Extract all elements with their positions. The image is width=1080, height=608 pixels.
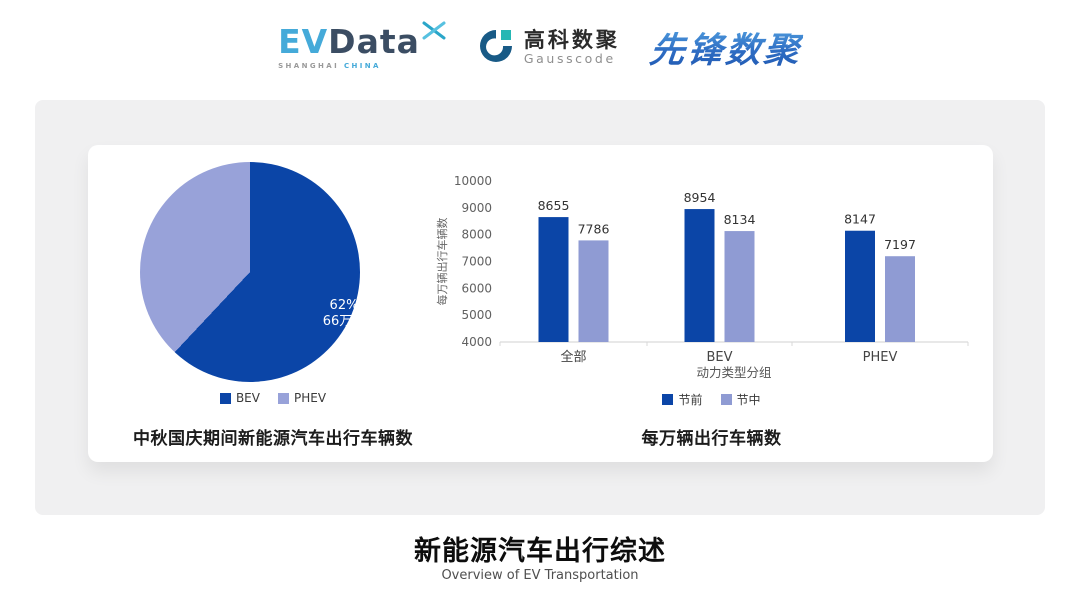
bar-legend-item-mid: 节中 xyxy=(720,391,761,408)
y-tick-label: 10000 xyxy=(454,174,492,188)
bar-legend-item-pre: 节前 xyxy=(662,391,703,408)
mid-holiday-legend-swatch-icon xyxy=(720,394,732,405)
mid-holiday-legend-label: 节中 xyxy=(736,393,761,407)
pie-chart: 62% 66万辆 xyxy=(140,162,365,382)
pie-legend-item-phev: PHEV xyxy=(277,391,327,405)
pre-holiday-legend-label: 节前 xyxy=(678,393,703,407)
bar-节中-全部 xyxy=(578,240,609,342)
evdata-x-mark-icon xyxy=(422,21,446,43)
x-category-label: 全部 xyxy=(560,349,586,365)
bar-value-label: 8147 xyxy=(844,212,876,227)
y-tick-label: 7000 xyxy=(461,255,492,269)
gausscode-cn-text: 高科数聚 xyxy=(523,28,620,53)
dashboard-card: 62% 66万辆 BEV PHEV 中秋国庆期间新能源汽车出行车辆数 xyxy=(35,100,1045,515)
pie-chart-section: 62% 66万辆 BEV PHEV 中秋国庆期间新能源汽车出行车辆数 xyxy=(88,145,458,462)
gausscode-text: 高科数聚 Gausscode xyxy=(524,28,620,67)
bar-节前-BEV xyxy=(684,209,715,342)
bar-节前-全部 xyxy=(538,217,569,342)
bar-legend: 节前 节中 xyxy=(430,391,993,408)
evdata-logo: EV Data SHANGHAI CHINA xyxy=(278,21,446,70)
logo-bar: EV Data SHANGHAI CHINA xyxy=(0,21,1080,73)
pre-holiday-legend-swatch-icon xyxy=(662,394,674,405)
bar-value-label: 8134 xyxy=(724,212,756,227)
bar-chart-section: 4000 5000 6000 7000 8000 9000 10000 每万辆出行车辆数 全部 8… xyxy=(430,158,993,462)
x-category-label: BEV xyxy=(706,350,732,365)
evdata-shanghai-text: SHANGHAI xyxy=(278,62,340,70)
x-category-label: PHEV xyxy=(863,350,898,365)
y-axis-title: 每万辆出行车辆数 xyxy=(435,218,449,306)
y-tick-label: 4000 xyxy=(461,335,492,349)
gausscode-g-icon xyxy=(476,26,516,70)
phev-legend-label: PHEV xyxy=(293,391,327,405)
page-subtitle: Overview of EV Transportation xyxy=(441,568,639,583)
y-tick-label: 6000 xyxy=(461,281,492,295)
bar-value-label: 7786 xyxy=(578,221,610,236)
phev-legend-swatch-icon xyxy=(277,392,289,404)
bar-value-label: 8655 xyxy=(538,198,570,213)
pie-slice-label-bev: 62% 66万辆 xyxy=(318,298,370,329)
pie-legend: BEV PHEV xyxy=(88,391,458,405)
evdata-wordmark: EV Data xyxy=(278,21,446,61)
bar-chart-title: 每万辆出行车辆数 xyxy=(641,429,782,449)
pie-chart-title: 中秋国庆期间新能源汽车出行车辆数 xyxy=(133,429,413,449)
gausscode-logo: 高科数聚 Gausscode xyxy=(476,26,620,70)
bar-节前-PHEV xyxy=(845,230,875,342)
y-tick-label: 5000 xyxy=(461,308,492,322)
bev-percent-text: 62% xyxy=(329,298,359,313)
evdata-subtitle: SHANGHAI CHINA xyxy=(278,62,446,70)
xianfeng-logo: 先锋数聚 xyxy=(647,22,804,73)
bev-legend-label: BEV xyxy=(235,391,260,405)
evdata-china-text: CHINA xyxy=(343,62,381,70)
bev-amount-text: 66万辆 xyxy=(322,313,366,329)
evdata-data-text: Data xyxy=(328,22,420,61)
x-axis-title: 动力类型分组 xyxy=(696,365,771,380)
bar-value-label: 7197 xyxy=(884,237,916,252)
bar-节中-PHEV xyxy=(885,256,915,342)
y-tick-label: 9000 xyxy=(461,201,492,215)
y-tick-label: 8000 xyxy=(461,228,492,242)
gausscode-en-text: Gausscode xyxy=(523,51,616,67)
bar-节中-BEV xyxy=(724,231,755,342)
bev-legend-swatch-icon xyxy=(219,392,231,404)
charts-panel: 62% 66万辆 BEV PHEV 中秋国庆期间新能源汽车出行车辆数 xyxy=(88,145,993,462)
page-title: 新能源汽车出行综述 xyxy=(414,536,666,567)
evdata-ev-text: EV xyxy=(278,22,329,61)
pie-legend-item-bev: BEV xyxy=(219,391,260,405)
bar-value-label: 8954 xyxy=(684,190,716,205)
